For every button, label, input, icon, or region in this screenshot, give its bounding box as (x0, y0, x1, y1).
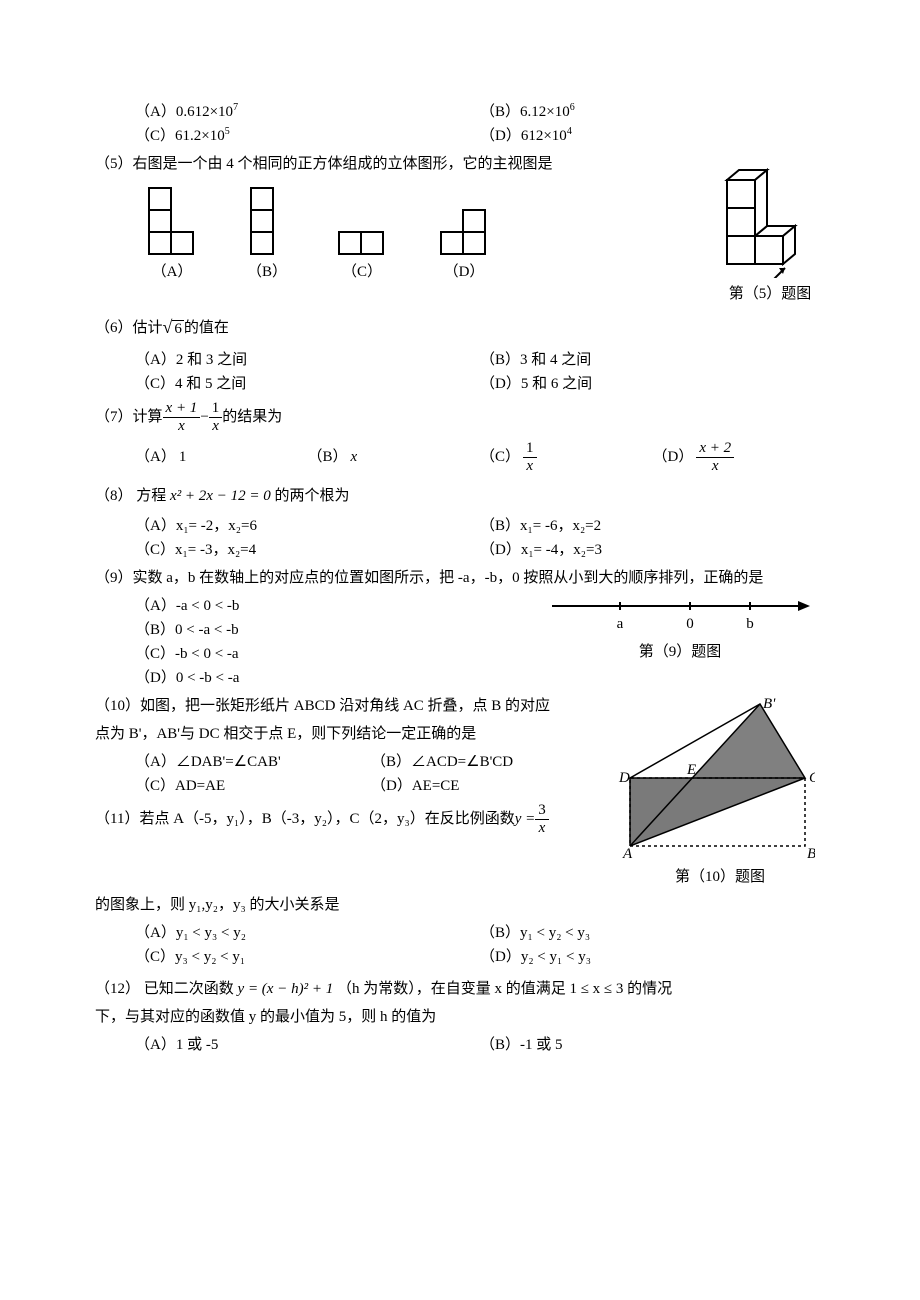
q10-opt-c: （C）AD=AE (135, 774, 371, 798)
q7-opt-d: （D）x + 2x (653, 440, 826, 474)
q8-number: （8） (95, 488, 133, 504)
q10-opt-a: （A）∠DAB'=∠CAB' (135, 750, 371, 774)
svg-text:D: D (618, 770, 630, 786)
q11-frac: 3x (535, 802, 549, 836)
q5-shape-b (247, 184, 279, 260)
q8-prefix: 方程 (136, 488, 170, 504)
q10-figure: A B C D E B' 第（10）题图 (615, 696, 825, 889)
q5-figure-3d: 第（5）题图 (715, 148, 825, 306)
q11-opt-c: （C）y₃ < y₂ < y₁ (135, 945, 480, 969)
q10-number: （10） (95, 698, 140, 714)
q11-opt-b: （B）y₁ < y₂ < y₃ (480, 921, 825, 945)
svg-text:E: E (686, 762, 696, 778)
q7-number: （7） (95, 405, 133, 429)
q6-opt-c: （C）4 和 5 之间 (135, 372, 480, 396)
frac-2: 1x (209, 400, 223, 434)
q11-number: （11） (95, 807, 139, 831)
opt-c: （C）61.2×105 (135, 124, 480, 148)
q12-middle: （h 为常数），在自变量 x 的值满足 1 ≤ x ≤ 3 的情况 (337, 981, 672, 997)
q7-prefix: 计算 (133, 405, 163, 429)
q9-caption: 第（9）题图 (535, 640, 825, 664)
frac-1: x + 1x (163, 400, 201, 434)
svg-text:a: a (617, 616, 624, 632)
q7-opt-c: （C）1x (480, 440, 653, 474)
q10-caption: 第（10）题图 (615, 865, 825, 889)
q5-shapes: （A） （B） （C） (145, 184, 707, 284)
q9-opt-a: （A）-a < 0 < -b (135, 594, 535, 618)
q5-shape-a (145, 184, 199, 260)
q6-number: （6） (95, 316, 133, 340)
svg-text:b: b (746, 616, 754, 632)
sqrt-icon: √6 (163, 318, 184, 338)
q5-shape-c (335, 184, 389, 260)
svg-text:C: C (809, 770, 815, 786)
q5-number: （5） (95, 156, 133, 172)
q12-prefix: 已知二次函数 (144, 981, 238, 997)
q11-opt-a: （A）y₁ < y₃ < y₂ (135, 921, 480, 945)
q6-opt-a: （A）2 和 3 之间 (135, 348, 480, 372)
q11-opt-d: （D）y₂ < y₁ < y₃ (480, 945, 825, 969)
q6-prefix: 估计 (133, 316, 163, 340)
q8-opt-d: （D）x₁= -4，x₂=3 (480, 538, 825, 562)
q7-suffix: 的结果为 (222, 405, 282, 429)
q6-opt-d: （D）5 和 6 之间 (480, 372, 825, 396)
q8-equation: x² + 2x − 12 = 0 (170, 488, 271, 504)
q9-number: （9） (95, 570, 133, 586)
q9-opt-d: （D）0 < -b < -a (135, 666, 535, 690)
q7-opt-b: （B）x (308, 440, 481, 474)
svg-text:A: A (622, 846, 633, 861)
q12-opt-a: （A）1 或 -5 (135, 1033, 480, 1057)
q9-figure: a 0 b 第（9）题图 (535, 594, 825, 690)
q10-opt-b: （B）∠ACD=∠B'CD (371, 750, 607, 774)
q11-prefix: 若点 A（-5，y₁），B（-3，y₂），C（2，y₃）在反比例函数 (139, 807, 514, 831)
q9-opt-c: （C）-b < 0 < -a (135, 642, 535, 666)
opt-b: （B）6.12×106 (480, 100, 825, 124)
svg-text:B': B' (763, 696, 776, 712)
opt-d: （D）612×104 (480, 124, 825, 148)
q6-opt-b: （B）3 和 4 之间 (480, 348, 825, 372)
q8-opt-a: （A）x₁= -2，x₂=6 (135, 514, 480, 538)
q9-opt-b: （B）0 < -a < -b (135, 618, 535, 642)
q9-text: 实数 a，b 在数轴上的对应点的位置如图所示，把 -a，-b，0 按照从小到大的… (133, 570, 764, 586)
svg-text:0: 0 (686, 616, 694, 632)
opt-a: （A）0.612×107 (135, 100, 480, 124)
q8-opt-b: （B）x₁= -6，x₂=2 (480, 514, 825, 538)
q12-opt-b: （B）-1 或 5 (480, 1033, 825, 1057)
svg-text:B: B (807, 846, 815, 861)
q6-suffix: 的值在 (184, 316, 229, 340)
q10-opt-d: （D）AE=CE (371, 774, 607, 798)
q5-caption: 第（5）题图 (715, 282, 825, 306)
q10-text1: 如图，把一张矩形纸片 ABCD 沿对角线 AC 折叠，点 B 的对应 (140, 698, 550, 714)
q12-equation: y = (x − h)² + 1 (238, 981, 334, 997)
q8-opt-c: （C）x₁= -3，x₂=4 (135, 538, 480, 562)
q12-text2: 下，与其对应的函数值 y 的最小值为 5，则 h 的值为 (95, 1005, 825, 1029)
q8-suffix: 的两个根为 (274, 488, 349, 504)
q5-text: 右图是一个由 4 个相同的正方体组成的立体图形，它的主视图是 (133, 156, 553, 172)
q11-text2: 的图象上，则 y₁,y₂，y₃ 的大小关系是 (95, 893, 825, 917)
q12-number: （12） (95, 981, 140, 997)
q7-opt-a: （A）1 (135, 440, 308, 474)
q5-shape-d (437, 184, 491, 260)
